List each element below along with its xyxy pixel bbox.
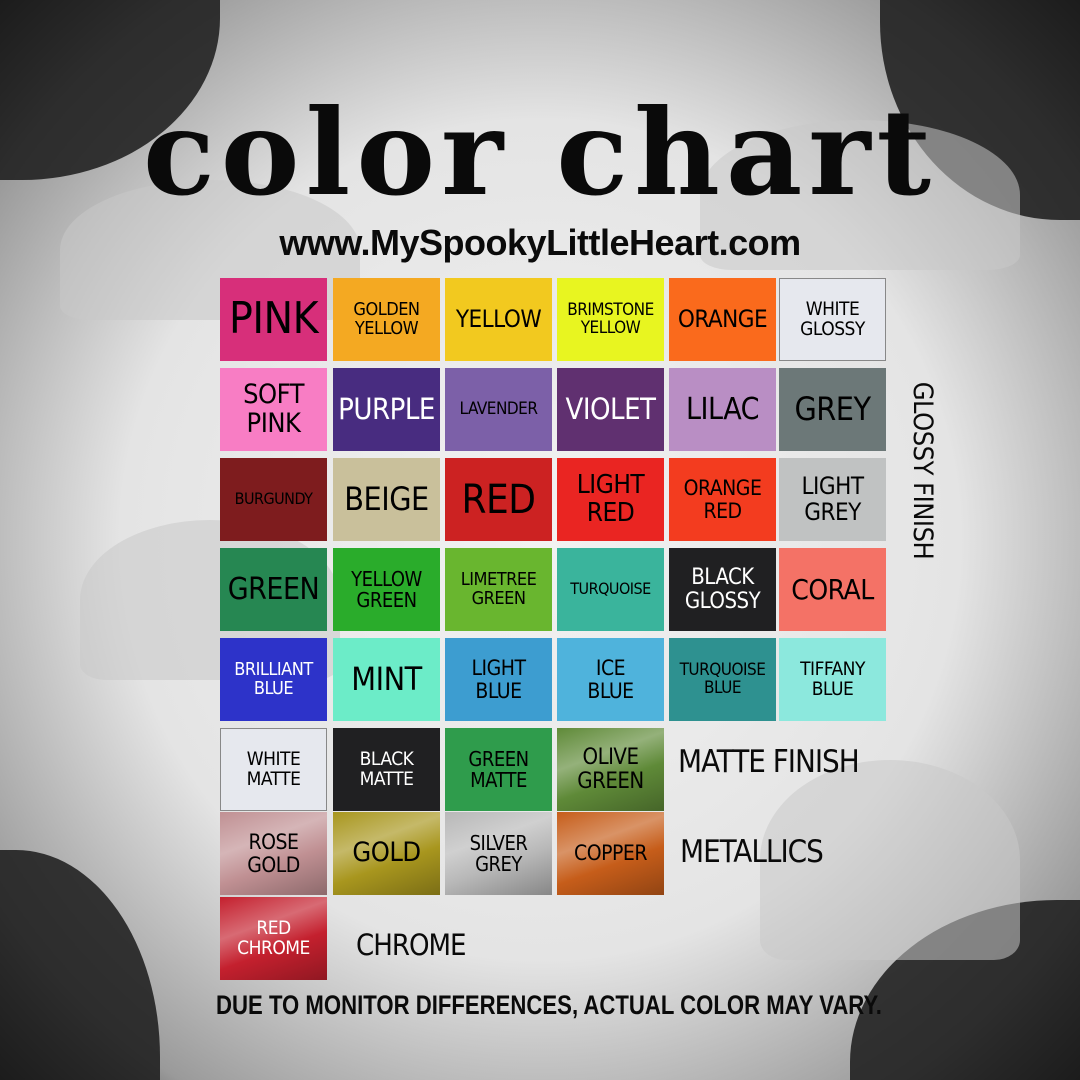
glossy-finish-label: GLOSSY FINISH [907,381,938,560]
color-swatch-red: RED [445,458,552,541]
color-swatch-brimstone-yellow: BRIMSTONE YELLOW [557,278,664,361]
color-swatch-grey: GREY [779,368,886,451]
color-swatch-limetree-green: LIMETREE GREEN [445,548,552,631]
color-swatch-pink: PINK [220,278,327,361]
color-swatch-light-grey: LIGHT GREY [779,458,886,541]
color-swatch-coral: CORAL [779,548,886,631]
color-swatch-brilliant-blue: BRILLIANT BLUE [220,638,327,721]
bat-silhouette [700,120,1020,270]
color-swatch-yellow-green: YELLOW GREEN [333,548,440,631]
color-swatch-ice-blue: ICE BLUE [557,638,664,721]
metallics-label: METALLICS [680,834,824,870]
color-swatch-soft-pink: SOFT PINK [220,368,327,451]
grunge-corner-bl [0,850,160,1080]
color-swatch-burgundy: BURGUNDY [220,458,327,541]
color-swatch-orange: ORANGE [669,278,776,361]
website-link[interactable]: www.MySpookyLittleHeart.com [279,222,801,263]
chrome-label: CHROME [356,928,467,962]
color-swatch-black-glossy: BLACK GLOSSY [669,548,776,631]
color-swatch-orange-red: ORANGE RED [669,458,776,541]
color-swatch-mint: MINT [333,638,440,721]
color-swatch-silver-grey: SILVER GREY [445,812,552,895]
color-swatch-red-chrome: RED CHROME [220,897,327,980]
color-swatch-turquoise-blue: TURQUOISE BLUE [669,638,776,721]
color-swatch-white-matte: WHITE MATTE [220,728,327,811]
color-swatch-violet: VIOLET [557,368,664,451]
color-swatch-rose-gold: ROSE GOLD [220,812,327,895]
color-swatch-black-matte: BLACK MATTE [333,728,440,811]
color-swatch-green-matte: GREEN MATTE [445,728,552,811]
color-swatch-light-blue: LIGHT BLUE [445,638,552,721]
color-swatch-copper: COPPER [557,812,664,895]
color-swatch-olive-green: OLIVE GREEN [557,728,664,811]
disclaimer-text: DUE TO MONITOR DIFFERENCES, ACTUAL COLOR… [216,990,882,1020]
color-swatch-light-red: LIGHT RED [557,458,664,541]
color-swatch-yellow: YELLOW [445,278,552,361]
color-swatch-turquoise: TURQUOISE [557,548,664,631]
color-swatch-purple: PURPLE [333,368,440,451]
matte-finish-label: MATTE FINISH [678,744,860,780]
page-title: color chart [142,83,938,222]
color-swatch-green: GREEN [220,548,327,631]
color-swatch-lilac: LILAC [669,368,776,451]
color-swatch-white-glossy: WHITE GLOSSY [779,278,886,361]
color-swatch-beige: BEIGE [333,458,440,541]
color-swatch-tiffany-blue: TIFFANY BLUE [779,638,886,721]
color-swatch-gold: GOLD [333,812,440,895]
color-swatch-golden-yellow: GOLDEN YELLOW [333,278,440,361]
color-swatch-lavender: LAVENDER [445,368,552,451]
bat-silhouette [760,760,1020,960]
